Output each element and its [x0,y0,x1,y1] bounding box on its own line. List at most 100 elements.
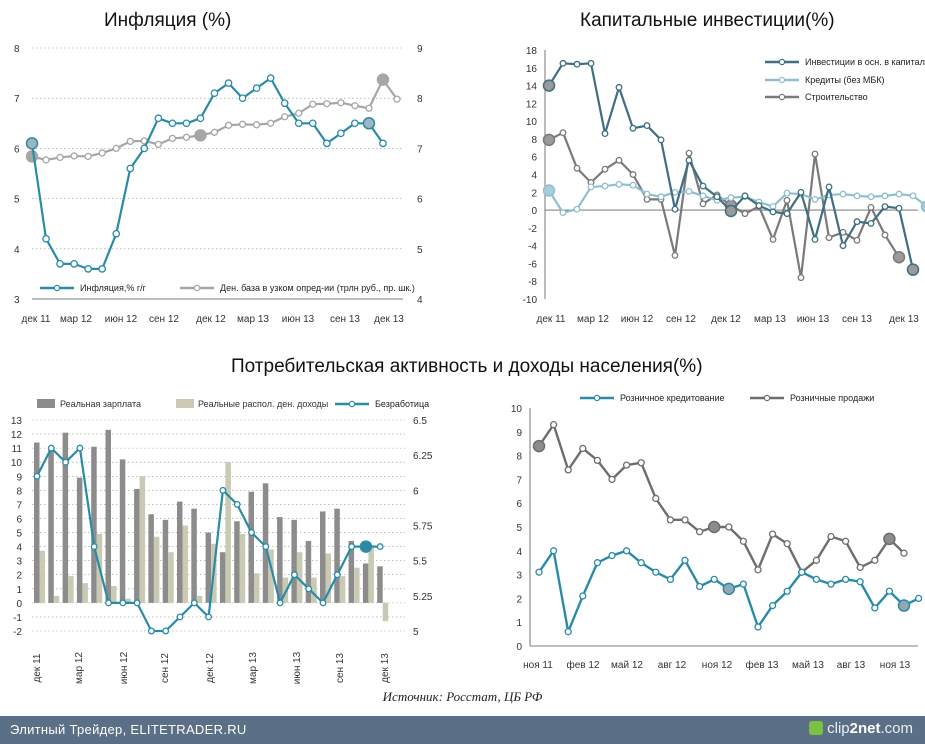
capital-legend-credits-label: Кредиты (без МБК) [805,75,885,85]
wages-disposable-income-bar [296,552,303,603]
wages-disposable-income-bar [254,573,260,603]
wages-unemployment-point [176,613,184,621]
capital-fixed-investment-point [657,136,665,144]
inflation-x-tick: дек 12 [196,314,226,325]
inflation-rate-point [154,114,163,123]
capital-construction-point [825,234,833,242]
wages-real-wage-bar [320,511,326,603]
brand-part-a: clip [827,720,850,737]
capital-fixed-investment-point [755,202,763,210]
capital-credits-point [643,190,651,198]
inflation-y-right-tick: 5 [417,245,423,256]
retail-lending-point [608,551,616,560]
wages-real-wage-bar [277,517,283,603]
wages-legend-wage-label: Реальная зарплата [60,399,141,409]
wages-real-wage-bar [91,446,97,603]
wages-y-left-tick: 0 [16,599,22,610]
inflation-rate-point [70,260,78,268]
wages-y-left-tick: 13 [11,416,23,427]
capital-fixed-investment-point [629,124,637,132]
retail-sales-point [681,516,689,524]
retail-lending-point [812,575,821,584]
retail-x-tick: авг 12 [658,660,687,671]
inflation-money-base-point [112,144,120,153]
wages-unemployment-point [205,613,213,621]
capital-fixed-investment-point [615,83,623,91]
inflation-y-left-tick: 5 [14,195,20,206]
wages-disposable-income-bar [325,553,331,603]
capital-credits-point [909,192,917,200]
retail-x-tick: ноя 13 [880,660,911,671]
retail-lending-point [564,628,572,636]
retail-lending-point [579,592,587,600]
retail-sales-point [579,444,587,453]
wages-disposable-income-bar [339,576,346,603]
capital-construction-point [741,210,749,218]
wages-y-left-tick: -2 [13,627,22,638]
retail-y-tick: 4 [516,547,522,558]
capital-fixed-investment-point [867,219,875,227]
inflation-money-base-point [182,133,191,142]
retail-sales-point [695,528,704,536]
inflation-rate-point [336,129,345,138]
capital-fixed-investment-point [906,263,920,276]
wages-y-right-tick: 6.25 [413,451,433,462]
wages-unemployment-point [90,543,98,551]
retail-legend-sales-label: Розничные продажи [790,393,874,403]
wages-real-wage-bar [205,532,212,603]
capital-construction-point [811,150,819,158]
capital-fixed-investment-point [783,210,791,218]
inflation-money-base-point [210,128,219,136]
capital-y-tick: 18 [526,46,538,57]
capital-fixed-investment-point [601,130,609,138]
capital-y-tick: 16 [526,64,538,75]
capital-construction-point [867,203,875,211]
capital-credits-point [920,200,925,213]
capital-credits-point [685,187,693,195]
inflation-x-tick: июн 13 [282,314,315,325]
inflation-money-base-point [267,119,275,127]
inflation-money-base-point [70,152,78,160]
retail-sales-line [538,423,905,574]
inflation-x-tick: сен 12 [149,314,179,325]
wages-disposable-income-bar [125,598,131,603]
capital-fixed-investment-point [895,204,903,212]
wages-x-tick: июн 13 [292,651,303,684]
capital-credits-point [839,190,847,198]
retail-lending-point [710,575,718,584]
retail-sales-point [622,461,631,469]
inflation-rate-point [140,144,149,153]
capital-construction-point [783,196,791,204]
wages-unemployment-point [190,599,198,607]
retail-lending-point [827,580,835,588]
retail-sales-point [827,532,835,541]
inflation-money-base-point [281,113,289,121]
inflation-money-base-point [98,149,106,157]
footer-site-label: Элитный Трейдер, ELITETRADER.RU [10,722,247,737]
inflation-rate-point [56,260,64,268]
wages-disposable-income-bar [354,567,360,603]
wages-unemployment-point [33,472,41,480]
capital-construction-point [573,164,581,172]
retail-sales-point [707,520,721,534]
inflation-rate-point [308,119,317,128]
wages-y-left-tick: 5 [16,529,22,540]
wages-unemployment-point [359,540,373,553]
capital-credits-point [699,192,707,200]
capital-fixed-investment-point [671,205,679,213]
wages-disposable-income-bar [68,576,74,603]
clip2net-logo[interactable]: clip2net.com [809,720,913,737]
wages-real-wage-bar [34,442,40,603]
inflation-x-tick: июн 12 [105,314,138,325]
wages-disposable-income-bar [239,533,246,603]
capital-fixed-investment-point [741,192,749,200]
capital-construction-point [615,156,623,164]
inflation-y-left-tick: 7 [14,94,20,105]
capital-credits-point [573,205,581,213]
inflation-money-base-point [194,129,207,142]
inflation-money-base-point [56,153,64,162]
capital-y-tick: -4 [528,242,537,253]
retail-y-tick: 9 [516,428,522,439]
retail-sales-point [608,475,616,484]
wages-unemployment-point [305,585,313,593]
